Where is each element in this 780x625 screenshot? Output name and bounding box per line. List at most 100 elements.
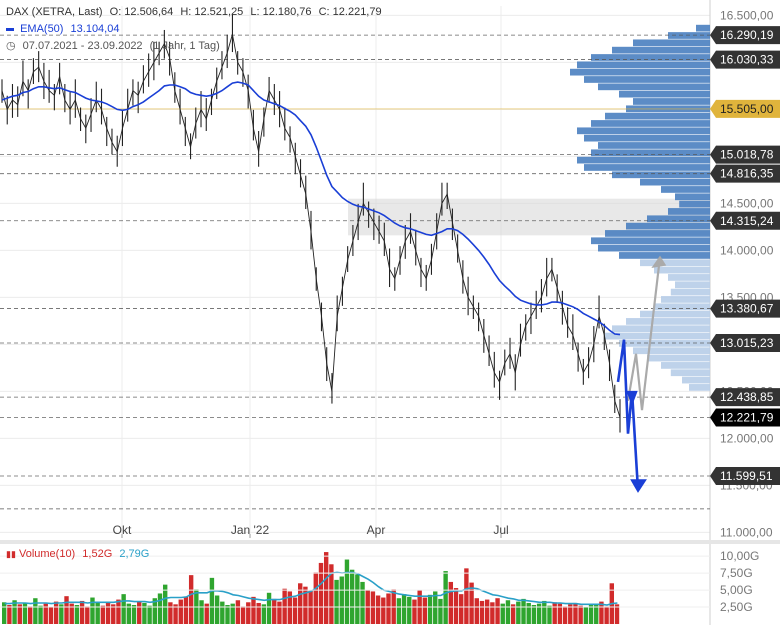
y-tick-label: 11.000,00 [720,525,773,539]
profile-bar [570,68,710,76]
volume-bar [64,596,69,624]
volume-bar [557,603,563,624]
volume-bar [459,594,464,624]
date-range: 07.07.2021 - 23.09.2022 [22,40,143,52]
volume-bar [433,591,438,624]
pane-separator [0,540,780,544]
volume-bar [521,598,526,624]
profile-bar [584,164,710,171]
volume-bar [516,601,521,624]
level-label-text: 13.015,23 [720,336,774,350]
pane-divider [0,540,780,544]
volume-bar [209,577,215,624]
y-tick-label: 16.500,00 [720,8,774,22]
volume-bar [131,605,137,624]
profile-bar [647,354,710,362]
profile-bar [612,171,710,179]
volume-bar [334,579,339,624]
volume-bar [137,601,142,624]
volume-bar [100,605,106,624]
level-label-text: 12.438,85 [720,390,774,404]
volume-bar [256,602,261,624]
volume-bars [2,552,620,624]
volume-bar [370,591,376,624]
volume-bar [178,599,183,624]
support-resistance-levels [0,34,710,510]
volume-bar [240,606,246,624]
volume-bar [422,597,428,624]
volume-bar [495,598,500,624]
volume-icon: ▮▮ [6,549,16,559]
volume-bar [277,601,282,624]
profile-bar [689,384,710,391]
volume-bar [464,568,469,624]
profile-bar [591,149,710,157]
volume-bar [510,604,516,624]
low-value: L: 12.180,76 [250,6,312,18]
volume-bar [438,598,443,624]
volume-bar [542,600,547,624]
level-label-text: 14.816,35 [720,167,774,181]
volume-tick-label: 10,00G [720,549,759,563]
level-label-text: 15.018,78 [720,148,774,162]
level-label-box [710,333,780,352]
profile-bar [633,98,710,105]
volume-bar [225,605,230,624]
volume-bar [251,596,256,624]
profile-bar [605,230,710,237]
volume-tick-label: 2,50G [720,600,753,614]
level-label-box [710,408,780,427]
volume-bar [48,607,54,624]
level-labels: 16.290,19 16.030,33 15.505,00 15.018,78 14.8… [710,26,780,485]
bearish-arrowhead-icon [630,479,647,493]
profile-bar [577,127,710,135]
profile-bar [633,347,710,355]
level-label-text: 15.505,00 [720,102,774,116]
volume-bar [220,601,225,624]
volume-header: ▮▮ Volume(10) 1,52G 2,79G [6,548,149,560]
price-line [1,34,621,418]
volume-bar [583,607,589,624]
profile-bar [591,54,710,61]
volume-bar [614,604,620,624]
volume-bar [292,597,298,624]
profile-bar [668,208,710,215]
volume-bar [287,591,293,624]
volume-bar [69,603,74,624]
volume-bar [588,603,594,624]
profile-bar [675,193,710,201]
profile-bar [661,186,710,193]
volume-bar [7,605,12,624]
volume-bar [355,574,360,624]
volume-bar [412,599,417,624]
level-label-box [710,99,780,118]
ema-line-path [1,81,621,336]
ema-label: EMA(50) [20,23,64,35]
profile-bar [598,142,710,149]
volume-profile [570,24,710,391]
bearish-scenario-arrow [616,339,640,491]
volume-bar [323,552,329,624]
volume-label: Volume(10) [18,548,76,560]
ema-value: 13.104,04 [70,23,120,35]
profile-bar [682,376,710,384]
volume-bar [282,588,287,624]
volume-bar [116,599,121,624]
profile-bar [696,24,710,32]
volume-bar [339,576,344,624]
x-tick-label: Okt [113,523,132,537]
volume-axis-ticks: 10,00G 7,50G 5,00G 2,50G [0,549,759,614]
profile-bar [670,288,710,296]
ohlc-header: DAX (XETRA, Last) O: 12.506,64 H: 12.521… [6,6,386,18]
volume-bar [469,582,474,624]
level-label-box [710,211,780,230]
level-label-box [710,145,780,164]
volume-bar [505,600,511,624]
volume-bar [531,605,537,624]
volume-bar [27,606,33,624]
volume-bar [578,605,583,624]
level-label-text: 14.315,24 [720,214,774,228]
profile-bar [633,39,710,47]
high-value: H: 12.521,25 [180,6,244,18]
profile-bar [605,332,710,340]
